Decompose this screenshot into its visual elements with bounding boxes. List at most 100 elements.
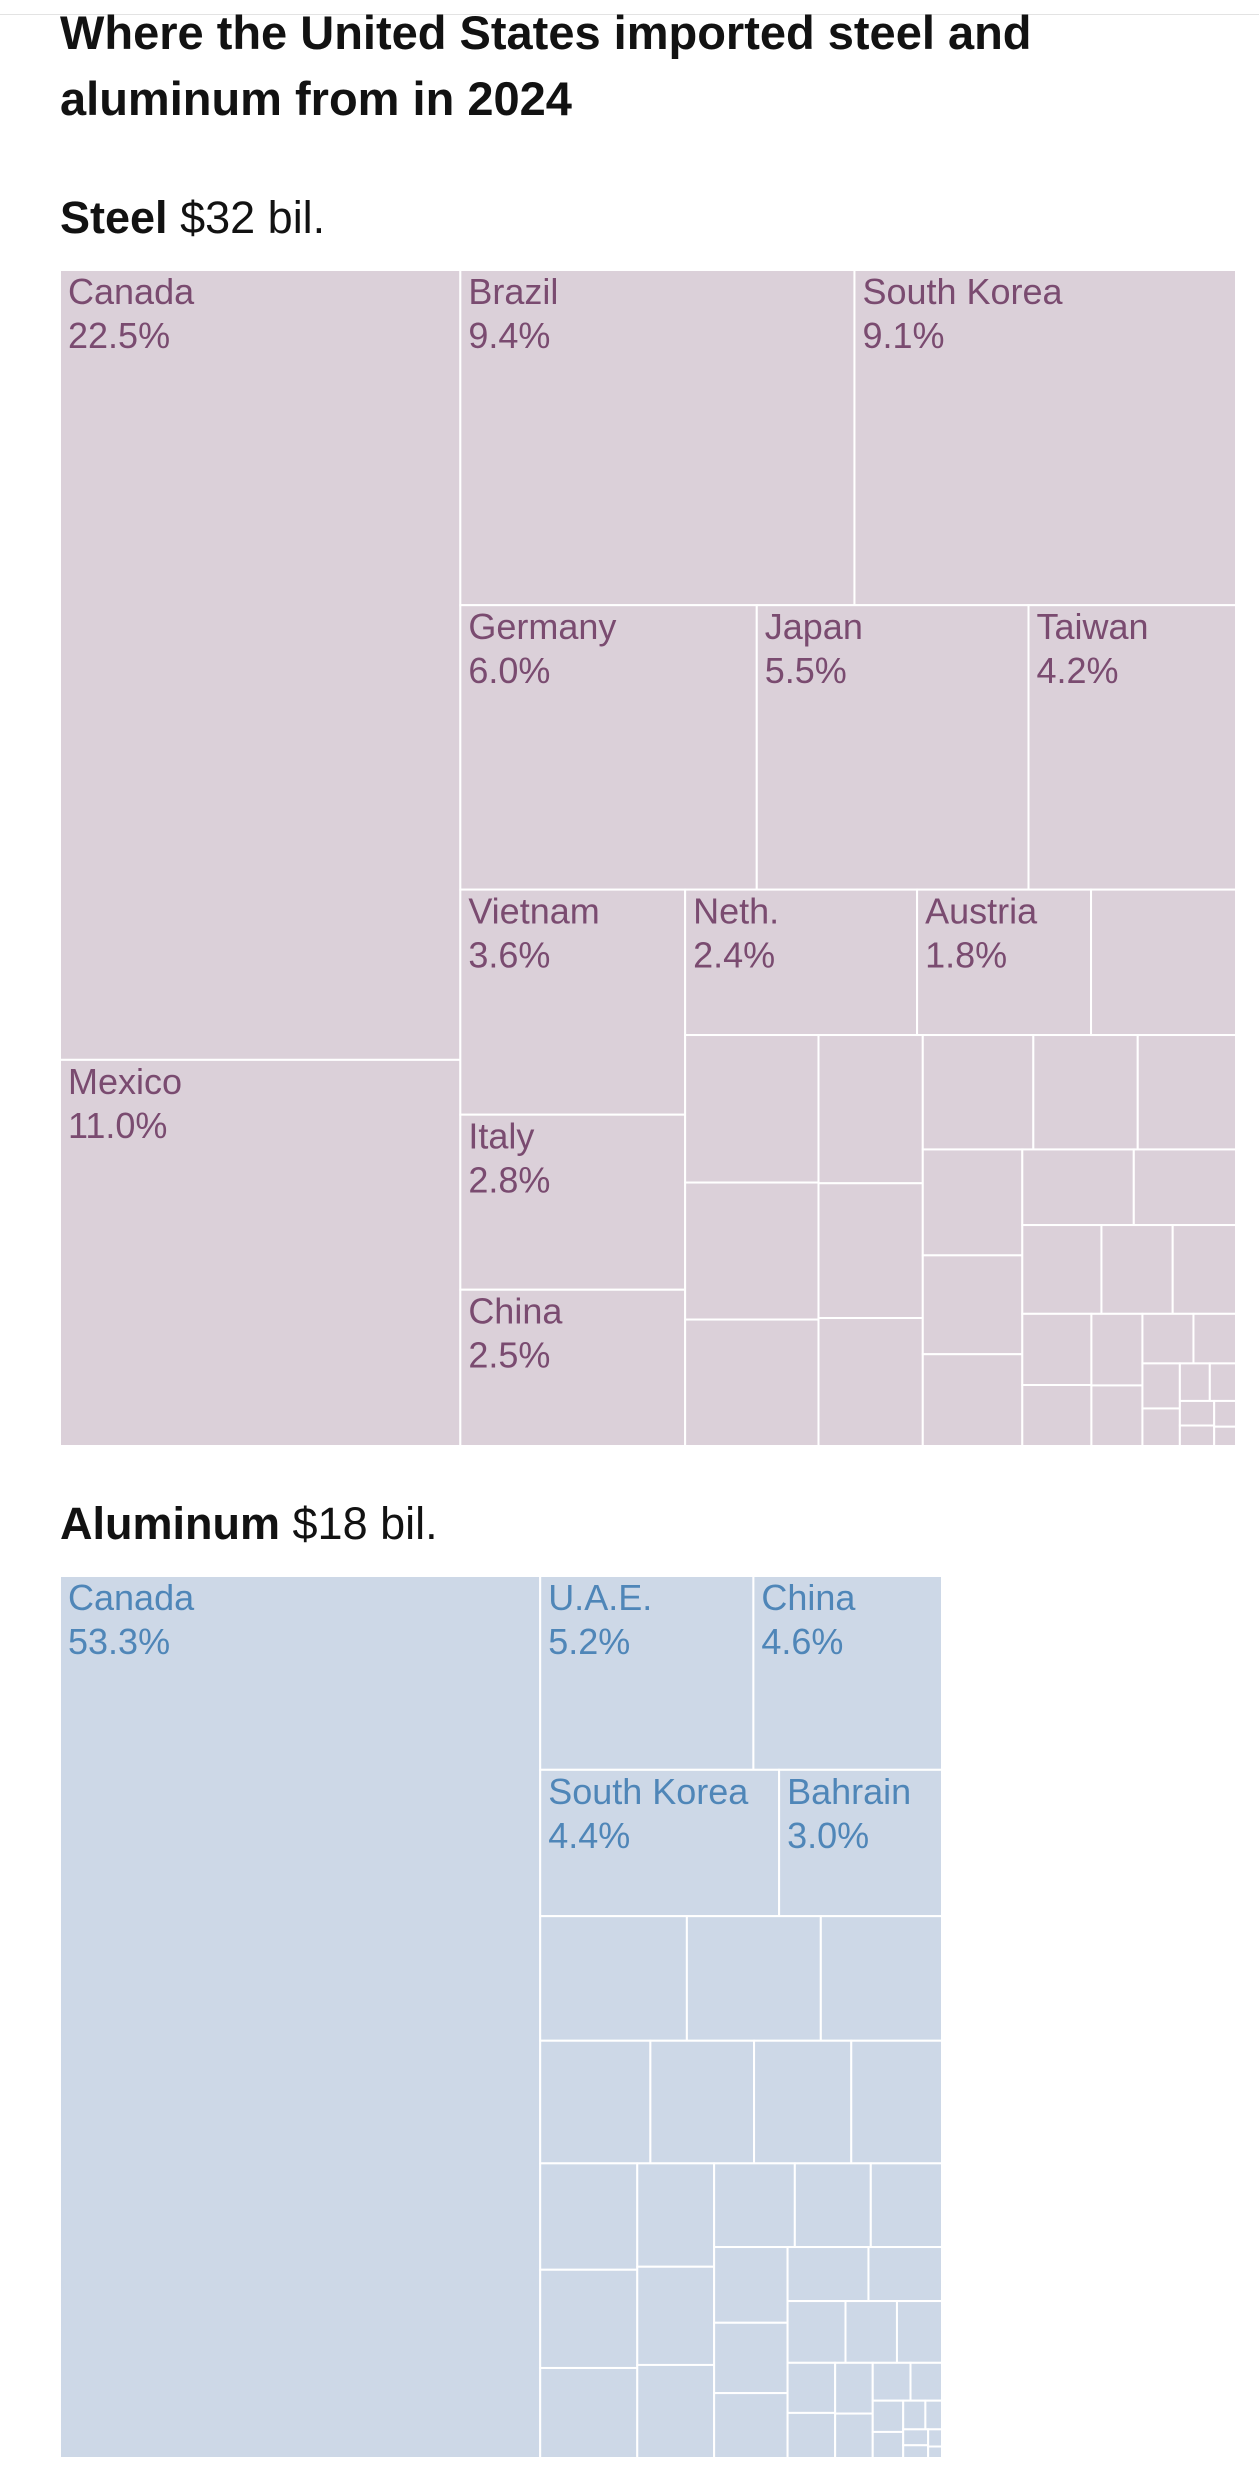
aluminum-cell [902,2428,930,2447]
aluminum-cell-name: U.A.E. [548,1577,652,1618]
steel-cell [921,1148,1024,1257]
steel-cell [817,1316,924,1446]
aluminum-cell-rect [60,1576,542,2458]
aluminum-cell [786,2300,847,2364]
steel-cell [684,1034,820,1184]
aluminum-cell [713,2321,789,2395]
steel-cell-percent: 1.8% [925,935,1007,976]
steel-cell-name: Austria [925,891,1038,932]
aluminum-cell-rect [927,2428,942,2448]
steel-cell-rect [817,1034,924,1185]
steel-cell [1132,1148,1236,1227]
aluminum-cell [713,2162,796,2249]
steel-cell-percent: 2.4% [693,935,775,976]
aluminum-cell-rect [636,2363,716,2458]
steel-cell [1208,1362,1236,1402]
aluminum-cell [927,2428,942,2448]
steel-treemap: Canada 22.5% Mexico 11.0% Brazil 9.4% South Ko… [60,270,1236,1446]
aluminum-cell-rect [902,2399,927,2431]
steel-cell [1090,888,1236,1037]
steel-cell-rect [1178,1424,1216,1446]
steel-cell-rect [1178,1362,1211,1402]
steel-cell [1021,1383,1093,1446]
steel-cell-neth: Neth.2.4% [684,888,919,1037]
steel-cell-rect [1141,1312,1195,1365]
aluminum-cell [636,2265,716,2366]
steel-cell-rect [1021,1148,1135,1227]
steel-cell-name: Japan [765,606,863,647]
aluminum-cell-rect [869,2162,942,2249]
aluminum-cell [636,2363,716,2458]
steel-cell [921,1254,1024,1356]
steel-cell-percent: 9.4% [468,315,550,356]
steel-section-title: Steel $32 bil. [60,190,325,246]
aluminum-total: $18 bil. [292,1498,438,1549]
steel-cell-percent: 6.0% [468,650,550,691]
steel-cell [1178,1362,1211,1402]
aluminum-cell-percent: 4.6% [761,1621,843,1662]
aluminum-cell-rect [867,2246,942,2303]
aluminum-cell [539,2039,652,2165]
steel-cell-rect [1032,1034,1139,1151]
aluminum-cell [793,2162,872,2249]
aluminum-cell [786,2411,837,2458]
aluminum-cell [871,2430,905,2458]
aluminum-cell [871,2399,905,2433]
steel-cell [1100,1224,1174,1315]
steel-cell [1171,1224,1236,1315]
aluminum-cell-rect [909,2361,942,2402]
aluminum-cell [713,2246,789,2324]
aluminum-cell [850,2039,942,2165]
aluminum-cell [871,2361,912,2402]
aluminum-cell [786,2361,837,2414]
steel-cell-rect [1021,1224,1103,1315]
steel-cell-rect [1027,604,1236,891]
aluminum-cell-name: South Korea [548,1771,749,1812]
steel-cell-name: China [468,1291,563,1332]
aluminum-cell-rect [539,2366,639,2458]
steel-cell-percent: 9.1% [862,315,944,356]
aluminum-cell-rect [902,2444,930,2458]
chart-headline: Where the United States imported steel a… [60,6,1032,125]
aluminum-cell-rect [713,2392,789,2458]
steel-cell-rect [459,270,856,607]
aluminum-cell-name: Bahrain [787,1771,911,1812]
steel-cell-rect [1178,1399,1216,1427]
aluminum-cell-rect [793,2162,872,2249]
steel-cell-rect [1021,1312,1093,1386]
steel-title: Steel [60,192,168,243]
steel-cell-rect [60,270,462,1061]
aluminum-cell-rect [844,2300,898,2364]
aluminum-cell [636,2162,716,2268]
aluminum-cell-percent: 53.3% [68,1621,170,1662]
steel-cell-name: Germany [468,606,616,647]
steel-cell [1141,1407,1181,1446]
steel-cell [684,1318,820,1446]
aluminum-cell-rect [539,2162,639,2271]
steel-cell-rect [1141,1362,1181,1410]
aluminum-cell-rect [713,2162,796,2249]
aluminum-cell-rect [819,1915,942,2042]
aluminum-cell-rect [786,2246,870,2303]
steel-cell [817,1034,924,1185]
steel-cell [921,1034,1035,1151]
steel-cell-rect [921,1254,1024,1356]
aluminum-cell [927,2445,942,2458]
aluminum-cell [539,2162,639,2271]
aluminum-treemap: Canada 53.3% U.A.E. 5.2% China 4.6% South Kore… [60,1576,942,2458]
aluminum-cell-rect [713,2246,789,2324]
steel-cell [1213,1425,1236,1446]
aluminum-cell-rect [927,2445,942,2458]
aluminum-cell [895,2300,942,2364]
steel-cell-rect [1021,1383,1093,1446]
aluminum-cell-rect [871,2399,905,2433]
